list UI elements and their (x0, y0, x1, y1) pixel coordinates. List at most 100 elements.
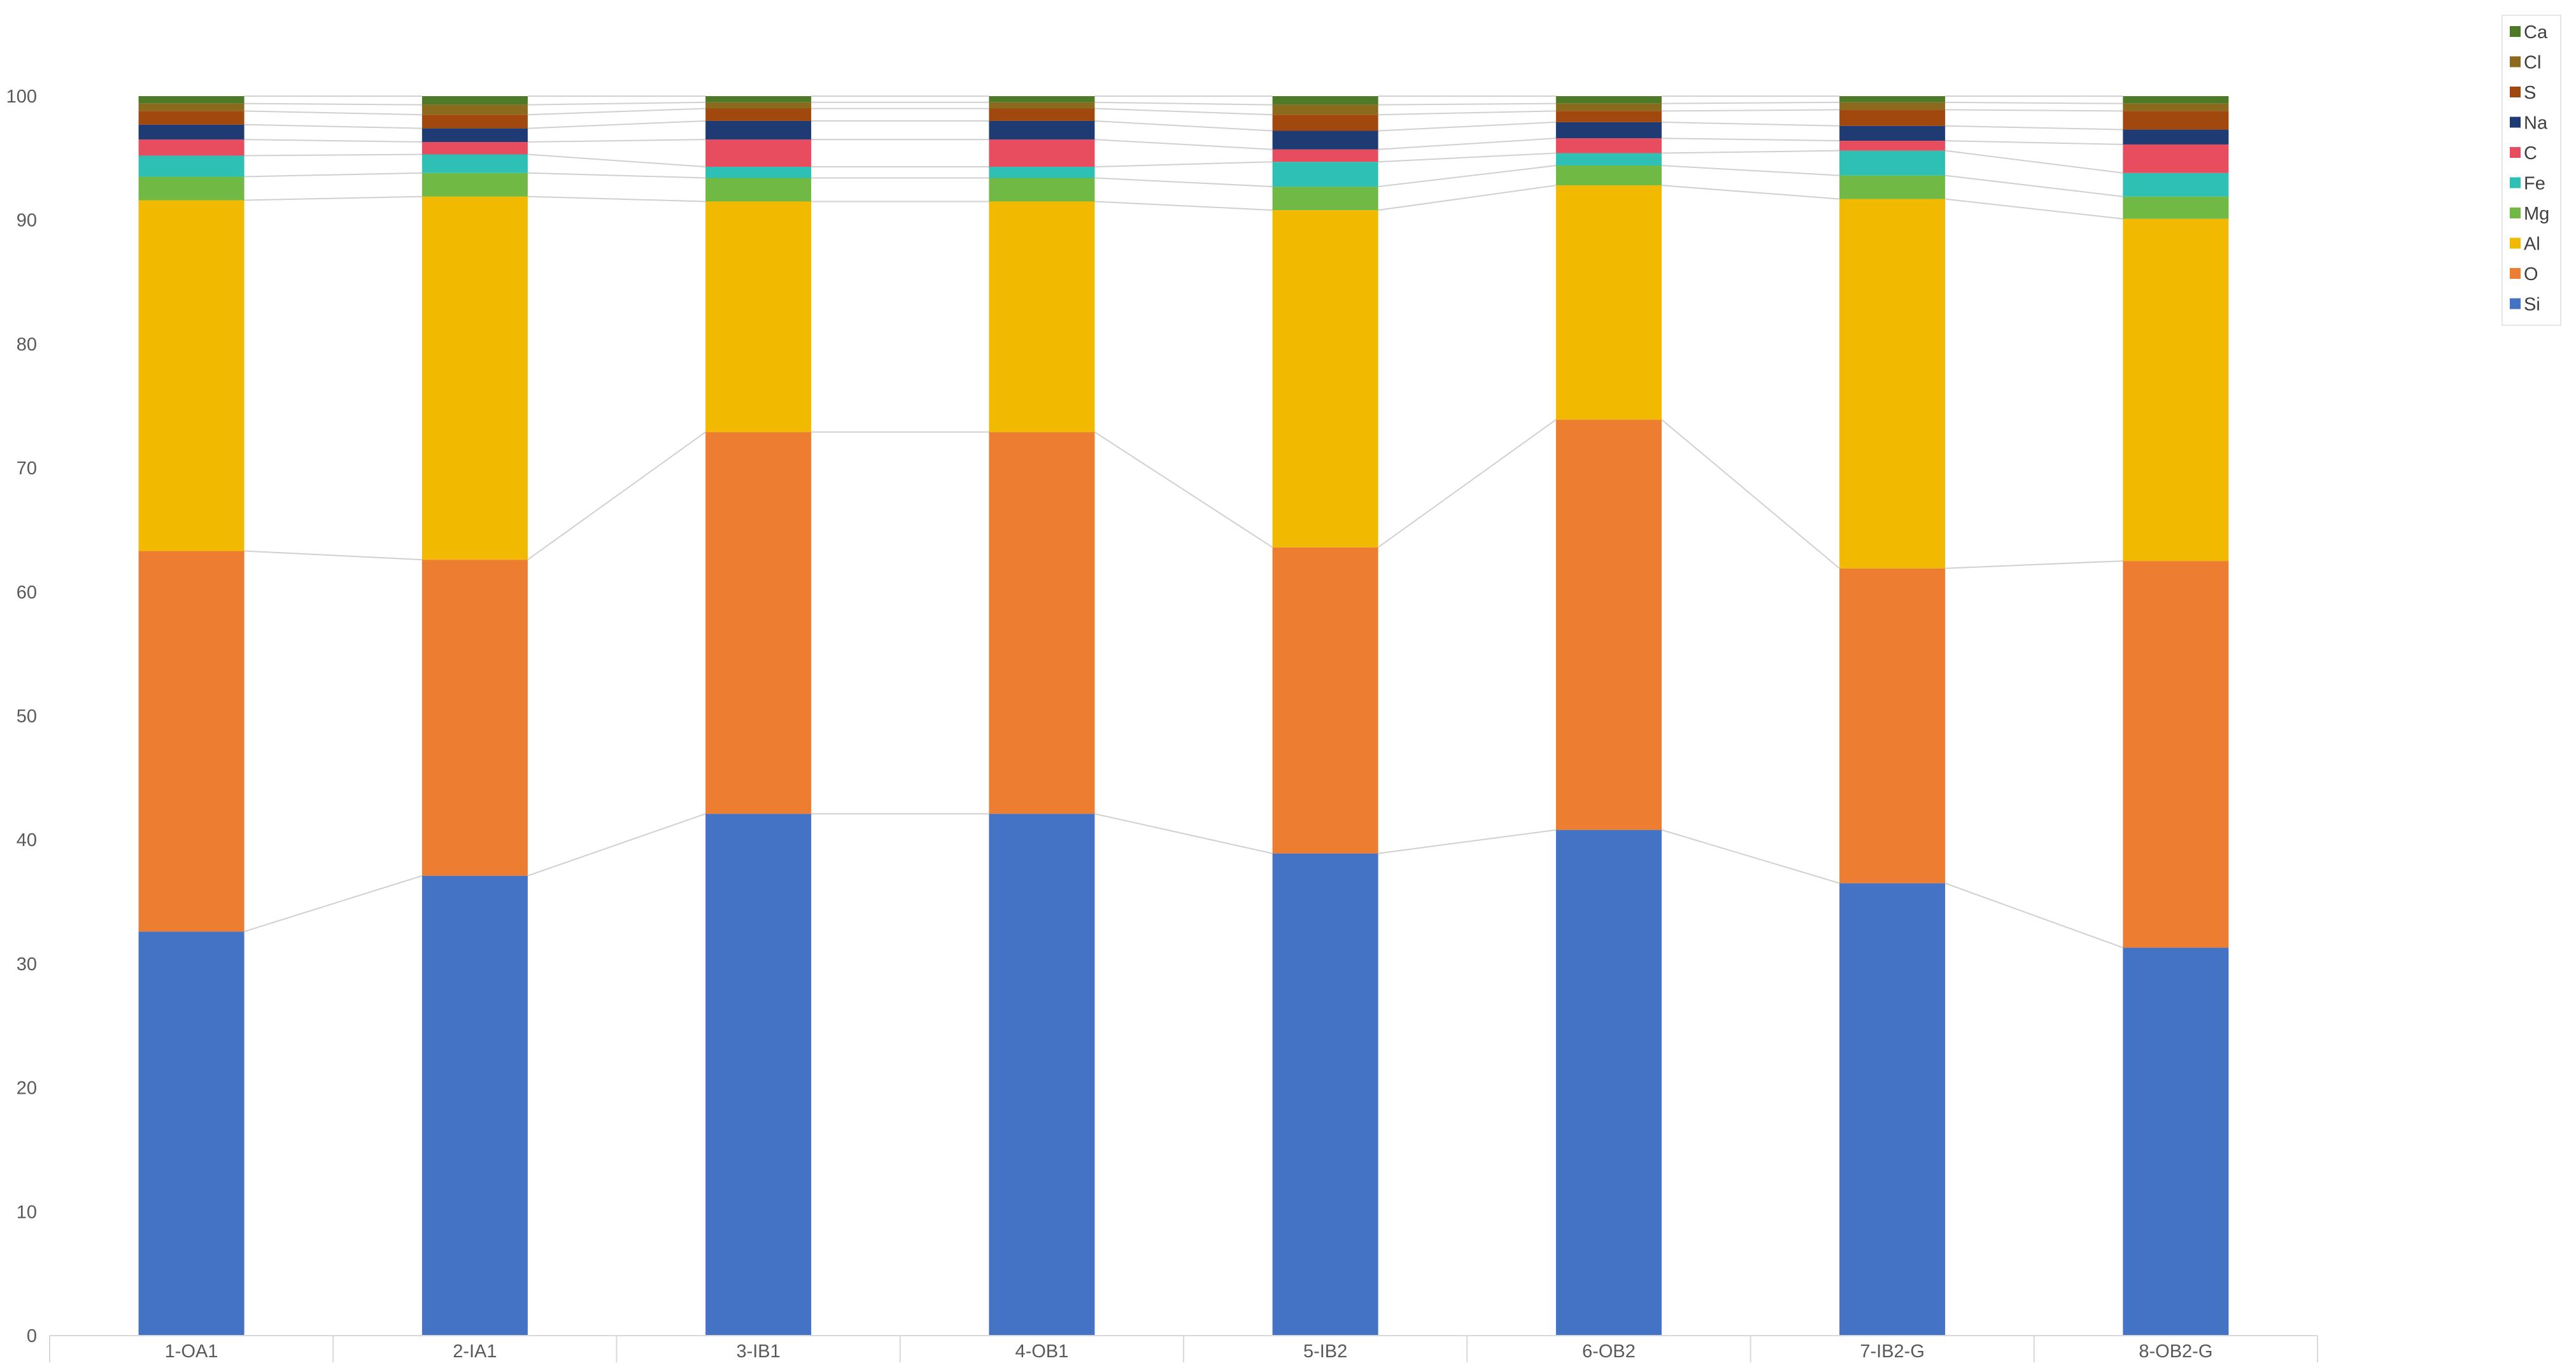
series-line (1094, 139, 1273, 150)
x-axis: 1-OA1 2-IA1 3-IB1 4-OB1 5-IB2 6-OB2 7-IB2-G 8-O… (49, 1335, 2318, 1362)
series-line (1378, 102, 1556, 106)
bar-segment (138, 103, 244, 111)
x-tick-label: 7-IB2-G (1860, 1341, 1925, 1362)
legend-label: O (2524, 264, 2538, 285)
legend-label: Ca (2524, 22, 2548, 43)
bar-segment (1272, 162, 1378, 187)
y-tick-label: 40 (17, 830, 37, 851)
legend-swatch (2510, 268, 2521, 279)
series-line (244, 124, 422, 129)
bar-segment (989, 96, 1095, 102)
series-line (1945, 198, 2123, 220)
bar-segment (2123, 561, 2229, 948)
series-line (1945, 101, 2123, 104)
bar-segment (2123, 947, 2229, 1336)
bar-segment (1839, 102, 1946, 110)
series-mg (138, 166, 2229, 219)
bar-segment (1272, 210, 1378, 547)
legend-swatch (2510, 26, 2521, 37)
bar-segment (421, 875, 528, 1336)
bar-segment (989, 102, 1095, 109)
bar-segment (138, 155, 244, 177)
bar-segment (2123, 129, 2229, 145)
series-line (244, 110, 422, 116)
series-line (527, 108, 706, 116)
series-line (1945, 560, 2123, 569)
y-tick-label: 80 (17, 334, 37, 355)
series-line (1094, 431, 1273, 548)
bar-segment (705, 96, 812, 102)
series-line (527, 813, 706, 877)
bar-segment (2123, 144, 2229, 173)
bar-segment (989, 166, 1095, 178)
bar-segment (421, 196, 528, 560)
bar-segment (1555, 103, 1662, 111)
series-ca (138, 96, 2229, 105)
x-tick-label: 3-IB1 (736, 1341, 780, 1362)
y-tick-label: 50 (17, 707, 37, 727)
bar-segment (705, 108, 812, 121)
series-line (1945, 150, 2123, 174)
bar-segment (705, 814, 812, 1336)
bar-segment (1555, 138, 1662, 153)
bar-segment (138, 200, 244, 551)
y-tick-label: 70 (17, 458, 37, 479)
x-tick-label: 2-IA1 (453, 1341, 497, 1362)
bar-segment (1555, 96, 1662, 104)
bar-segment (138, 551, 244, 932)
y-tick-label: 100 (6, 87, 37, 107)
bar-segment (421, 142, 528, 155)
bar-segment (2123, 103, 2229, 111)
legend-swatch (2510, 147, 2521, 158)
bar-segment (138, 96, 244, 104)
series-line (244, 550, 422, 561)
bar-segment (421, 154, 528, 173)
bar-segment (705, 178, 812, 202)
y-tick-label: 10 (17, 1202, 37, 1222)
legend-label: Fe (2524, 174, 2545, 194)
bar-segment (1555, 122, 1662, 139)
y-axis: 0 10 20 30 40 50 60 70 80 90 100 (6, 87, 37, 1346)
bar-segment (989, 432, 1095, 814)
legend-swatch (2510, 208, 2521, 218)
series-s (138, 108, 2229, 131)
series-line (1378, 165, 1556, 188)
series-line (1378, 138, 1556, 150)
series-line (1378, 419, 1557, 548)
x-tick-label: 4-OB1 (1015, 1341, 1068, 1362)
bar-segment (1555, 111, 1662, 122)
series-line (527, 431, 706, 560)
legend-swatch (2510, 298, 2521, 309)
bar-segment (1272, 149, 1378, 162)
bar-segment (705, 432, 812, 814)
bar-segment (1839, 175, 1946, 199)
series-lines (244, 95, 2123, 949)
series-line (1945, 109, 2123, 112)
legend-swatch (2510, 237, 2521, 249)
bar-segment (2123, 96, 2229, 104)
legend-label: Al (2524, 234, 2540, 255)
bar-segment (989, 139, 1095, 167)
bar-segment (705, 139, 812, 167)
bar-segment (1839, 125, 1946, 141)
bars (138, 96, 2229, 1336)
series-line (1378, 829, 1557, 854)
bar-segment (421, 115, 528, 129)
series-line (1661, 109, 1840, 112)
legend-swatch (2510, 56, 2521, 67)
bar-segment (989, 178, 1095, 202)
bar-segment (421, 173, 528, 197)
legend-label: Cl (2524, 53, 2541, 73)
y-tick-label: 60 (17, 583, 37, 603)
series-line (1094, 108, 1273, 116)
bar-segment (1272, 115, 1378, 131)
bar-segment (1839, 568, 1946, 884)
legend-label: S (2524, 83, 2536, 103)
series-line (1378, 152, 1556, 163)
bar-segment (1272, 547, 1378, 854)
bar-segment (1272, 104, 1378, 115)
legend-swatch (2510, 87, 2521, 97)
series-line (1661, 121, 1840, 127)
series-line (527, 120, 706, 129)
